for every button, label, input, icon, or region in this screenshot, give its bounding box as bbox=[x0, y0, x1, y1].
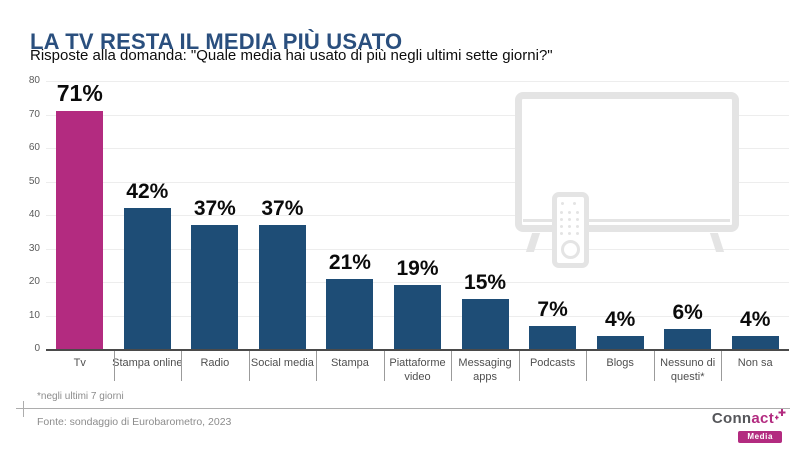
brand-prefix: Conn bbox=[711, 410, 752, 427]
bar bbox=[731, 336, 779, 349]
remote-button-dot bbox=[573, 202, 576, 205]
source-text: Fonte: sondaggio di Eurobarometro, 2023 bbox=[37, 416, 232, 428]
y-axis-tick-label: 40 bbox=[28, 209, 40, 220]
x-axis-tick bbox=[113, 350, 115, 381]
tv-screen-icon bbox=[515, 92, 739, 232]
bar-chart: 0 10 20 30 40 50 60 70 80 71% Tv 42% Stampa online 37… bbox=[0, 70, 800, 390]
bar bbox=[123, 208, 171, 349]
gridline bbox=[46, 282, 789, 283]
x-axis-tick bbox=[181, 350, 183, 381]
brand-name: Connact bbox=[711, 408, 786, 427]
x-axis-category-label: Social media bbox=[250, 357, 314, 369]
bar-value-label: 4% bbox=[604, 308, 636, 331]
x-axis-tick bbox=[316, 350, 318, 381]
brand-logo: Connact Media bbox=[711, 408, 786, 444]
tv-stand-bar bbox=[523, 219, 730, 222]
y-axis-tick-label: 30 bbox=[28, 242, 40, 254]
bar bbox=[394, 285, 441, 349]
bar-value-label: 6% bbox=[672, 301, 703, 324]
page-subtitle: Risposte alla domanda: "Quale media hai … bbox=[30, 47, 553, 64]
remote-button-dot bbox=[560, 211, 563, 214]
gridline bbox=[46, 181, 789, 183]
media-badge: Media bbox=[738, 430, 782, 443]
bar bbox=[461, 299, 509, 349]
bar-value-label: 37% bbox=[193, 197, 236, 220]
x-axis-category-label: Stampa bbox=[330, 357, 369, 369]
x-axis-line bbox=[46, 349, 789, 351]
tv-leg-left bbox=[525, 233, 541, 252]
footer-divider-tick bbox=[23, 401, 24, 417]
bar-value-label: 21% bbox=[328, 251, 371, 274]
remote-button-dot bbox=[560, 218, 563, 221]
gridline bbox=[46, 215, 789, 216]
x-axis-category-label: Non sa bbox=[737, 357, 773, 369]
y-axis-tick-label: 60 bbox=[28, 142, 40, 153]
remote-button-dot bbox=[561, 202, 564, 205]
bar bbox=[191, 225, 239, 349]
x-axis-tick bbox=[586, 350, 588, 381]
remote-button-dot bbox=[568, 225, 571, 228]
bar bbox=[258, 225, 306, 349]
x-axis-tick bbox=[451, 350, 453, 381]
x-axis-category-label: Messaging apps bbox=[458, 357, 512, 384]
bar bbox=[56, 111, 104, 349]
bar bbox=[596, 336, 644, 349]
tv-watermark-icon bbox=[505, 86, 755, 276]
y-axis-tick-label: 0 bbox=[34, 343, 40, 354]
y-axis-tick-label: 80 bbox=[28, 75, 40, 86]
sparkle-icon bbox=[775, 408, 786, 423]
remote-button-dot bbox=[576, 218, 579, 221]
bar-value-label: 7% bbox=[537, 298, 568, 321]
bar-value-label: 4% bbox=[740, 308, 771, 331]
y-axis-tick-label: 70 bbox=[28, 108, 40, 120]
remote-button-dot bbox=[560, 225, 563, 228]
footer-divider bbox=[16, 408, 790, 409]
remote-button-dot bbox=[576, 232, 579, 235]
x-axis-tick bbox=[383, 350, 385, 381]
x-axis-tick bbox=[248, 350, 250, 381]
remote-button-dot bbox=[568, 232, 571, 235]
gridline bbox=[46, 81, 789, 82]
x-axis-tick bbox=[721, 350, 723, 381]
chart-footnote: *negli ultimi 7 giorni bbox=[37, 391, 124, 402]
gridline bbox=[46, 114, 789, 116]
x-axis-category-label: Stampa online bbox=[112, 357, 183, 369]
x-axis-category-label: Radio bbox=[200, 357, 230, 369]
gridline bbox=[46, 148, 789, 149]
tv-leg-right bbox=[709, 233, 725, 252]
bar-value-label: 19% bbox=[396, 257, 439, 280]
gridline bbox=[46, 248, 789, 250]
y-axis-tick-label: 10 bbox=[28, 309, 40, 321]
bar bbox=[664, 329, 712, 349]
bar-value-label: 15% bbox=[464, 271, 507, 294]
x-axis-tick bbox=[653, 350, 655, 381]
x-axis-category-label: Nessuno di questi* bbox=[660, 357, 716, 384]
x-axis-category-label: Blogs bbox=[606, 357, 634, 369]
x-axis-category-label: Podcasts bbox=[529, 357, 576, 369]
x-axis-category-label: Tv bbox=[73, 357, 86, 369]
remote-control-icon bbox=[552, 192, 589, 268]
bar bbox=[326, 279, 374, 349]
remote-button-dot bbox=[568, 218, 571, 221]
bar-value-label: 71% bbox=[56, 80, 103, 106]
remote-button-dot bbox=[568, 211, 571, 214]
remote-ok-button-icon bbox=[561, 240, 580, 259]
bar-value-label: 37% bbox=[261, 197, 304, 220]
bar bbox=[529, 326, 577, 349]
page-title: LA TV RESTA IL MEDIA PIÙ USATO bbox=[30, 28, 403, 54]
remote-button-dot bbox=[576, 211, 579, 214]
x-axis-tick bbox=[518, 350, 520, 381]
remote-button-dot bbox=[560, 232, 563, 235]
x-axis-category-label: Piattaforme video bbox=[389, 357, 446, 384]
bar-value-label: 42% bbox=[126, 180, 169, 203]
y-axis-tick-label: 20 bbox=[28, 276, 40, 287]
brand-suffix: act bbox=[751, 410, 774, 427]
remote-button-dot bbox=[576, 225, 579, 228]
y-axis-tick-label: 50 bbox=[28, 175, 40, 187]
